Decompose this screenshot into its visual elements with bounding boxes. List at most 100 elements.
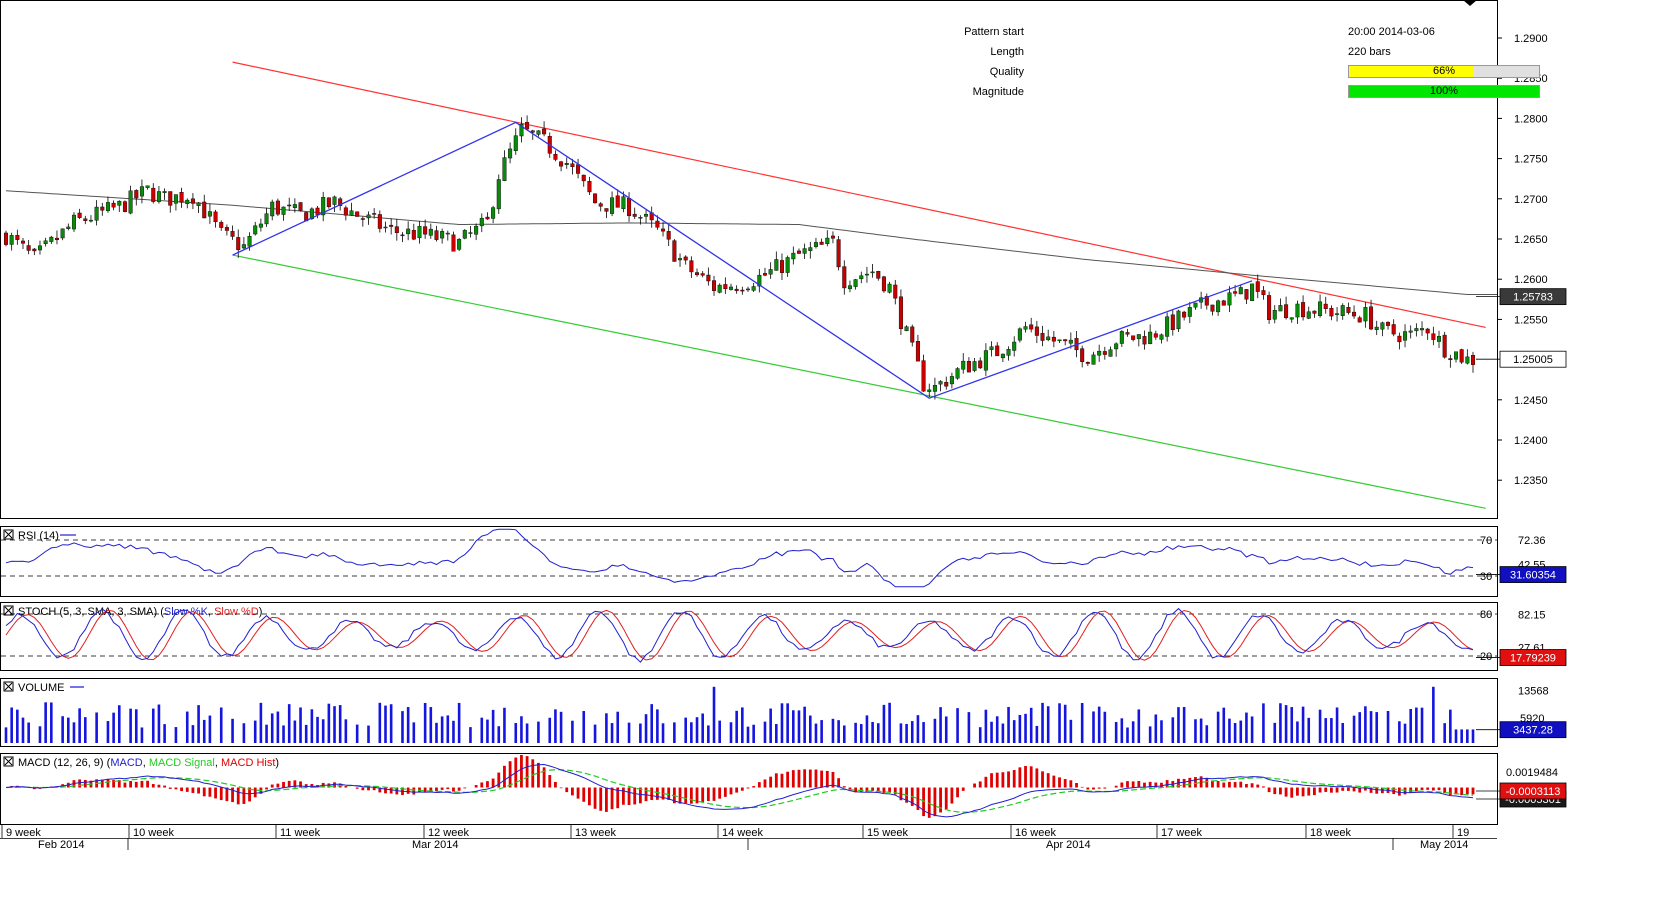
macd-hist-bar <box>944 787 948 810</box>
candle-body <box>49 236 54 242</box>
macd-hist-bar <box>825 770 829 788</box>
stoch-legend-prefix: STOCH (5, 3, SMA, 3, SMA) <box>18 606 157 618</box>
rsi-toggle-icon[interactable] <box>3 529 14 540</box>
volume-bar <box>1290 707 1294 743</box>
candle-body <box>910 326 915 343</box>
volume-bar <box>50 702 53 743</box>
candle <box>202 194 207 219</box>
candle-body <box>530 130 535 133</box>
stoch-legend: STOCH (5, 3, SMA, 3, SMA) (Slow %K, Slow… <box>18 606 262 618</box>
volume-bar <box>1007 706 1010 743</box>
volume-bar <box>304 724 308 743</box>
macd-hist-bar <box>718 787 722 799</box>
candle <box>162 188 167 200</box>
macd-hist-bar <box>1318 787 1322 793</box>
candle <box>768 262 773 279</box>
macd-line <box>5 763 1474 818</box>
volume-bar <box>174 727 178 743</box>
candle-body <box>536 130 541 135</box>
volume-bar <box>1318 709 1322 743</box>
candle-body <box>1431 333 1436 340</box>
candle <box>983 343 988 377</box>
volume-bar <box>1466 729 1469 743</box>
macd-hist-bar <box>1341 787 1345 791</box>
macd-hist-bar <box>978 781 982 788</box>
macd-hist-bar <box>610 787 614 810</box>
volume-bar <box>695 717 699 743</box>
volume-bar <box>922 722 925 743</box>
candle-body <box>1420 328 1425 331</box>
macd-hist-bar <box>412 787 416 795</box>
candle <box>60 228 65 241</box>
macd-hist-bar <box>525 756 529 788</box>
candle-body <box>1080 348 1085 362</box>
volume-bar <box>1358 712 1362 743</box>
macd-hist-bar <box>276 783 280 788</box>
resistance-line <box>232 61 1486 329</box>
candle <box>49 235 54 245</box>
candle-body <box>876 271 881 279</box>
macd-hist-bar <box>933 787 937 817</box>
candle <box>1216 299 1221 316</box>
candle-body <box>1425 328 1430 334</box>
candle <box>332 195 337 212</box>
macd-hist-bar <box>1001 772 1005 788</box>
candle <box>355 211 360 217</box>
volume-bar <box>707 725 710 743</box>
candle-body <box>666 231 671 240</box>
candle-body <box>9 235 14 245</box>
volume-bar <box>1097 706 1101 743</box>
macd-hist-bar <box>582 787 586 802</box>
candle-body <box>1085 361 1090 364</box>
candle <box>281 206 286 221</box>
candle-body <box>190 198 195 204</box>
macd-hist-bar <box>440 787 444 790</box>
candle-body <box>496 179 501 210</box>
magnitude-bar-fill <box>1349 86 1539 97</box>
candle <box>3 230 8 247</box>
candle <box>1238 284 1243 295</box>
volume-bar <box>871 722 874 743</box>
macd-hist-bar <box>197 787 200 794</box>
candle <box>864 266 869 283</box>
volume-bar <box>469 727 472 743</box>
candle <box>553 150 558 162</box>
candle-body <box>468 232 473 234</box>
candle-body <box>729 286 734 290</box>
rsi-current-tag: 31.60354 <box>1510 570 1556 582</box>
week-label: 18 week <box>1310 827 1351 839</box>
rsi-level-70-label: 70 <box>1480 535 1492 547</box>
pattern-start-label: Pattern start <box>964 26 1024 38</box>
volume-bar <box>242 723 246 743</box>
volume-bar <box>1228 718 1231 743</box>
volume-bar <box>882 704 886 743</box>
macd-hist-bar <box>423 787 427 792</box>
candle-body <box>542 128 547 135</box>
candle-body <box>275 200 280 215</box>
candle <box>457 237 462 252</box>
candle <box>1000 353 1005 363</box>
macd-toggle-icon[interactable] <box>3 756 14 767</box>
candle <box>1012 336 1017 357</box>
candle-body <box>1148 331 1153 344</box>
volume-toggle-icon[interactable] <box>3 681 14 692</box>
macd-hist-bar <box>559 787 563 789</box>
candle <box>1278 298 1283 312</box>
volume-bar <box>650 704 654 743</box>
week-label: 13 week <box>575 827 616 839</box>
macd-legend-prefix: MACD (12, 26, 9) <box>18 757 104 769</box>
volume-bar <box>265 724 268 743</box>
macd-hist-bar <box>112 779 116 788</box>
macd-hist-bar <box>293 780 297 788</box>
stoch-toggle-icon[interactable] <box>3 605 14 616</box>
candle <box>751 282 756 292</box>
volume-bar <box>956 708 959 743</box>
candle-body <box>1340 305 1345 316</box>
macd-hist-bar <box>803 769 807 788</box>
collapse-arrow-icon[interactable] <box>1463 0 1477 6</box>
candle-body <box>1295 303 1300 318</box>
macd-hist-bar <box>1296 787 1299 796</box>
candle <box>576 158 581 179</box>
macd-hist-bar <box>83 779 87 788</box>
volume-bar <box>435 722 438 743</box>
